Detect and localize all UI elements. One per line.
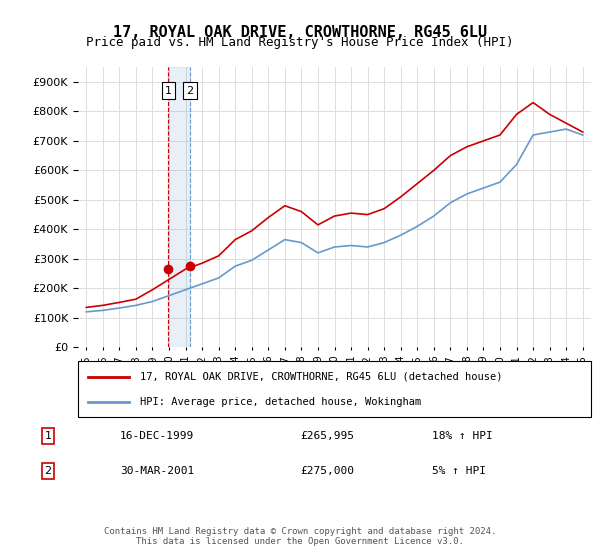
Text: £275,000: £275,000: [300, 466, 354, 476]
FancyBboxPatch shape: [78, 361, 591, 417]
Text: HPI: Average price, detached house, Wokingham: HPI: Average price, detached house, Woki…: [140, 396, 421, 407]
Text: Contains HM Land Registry data © Crown copyright and database right 2024.
This d: Contains HM Land Registry data © Crown c…: [104, 526, 496, 546]
Text: £265,995: £265,995: [300, 431, 354, 441]
Text: 1: 1: [44, 431, 52, 441]
Text: 30-MAR-2001: 30-MAR-2001: [120, 466, 194, 476]
Text: 2: 2: [44, 466, 52, 476]
Bar: [169, 67, 190, 347]
Text: 17, ROYAL OAK DRIVE, CROWTHORNE, RG45 6LU (detached house): 17, ROYAL OAK DRIVE, CROWTHORNE, RG45 6L…: [140, 372, 502, 382]
Text: 18% ↑ HPI: 18% ↑ HPI: [432, 431, 493, 441]
Text: 17, ROYAL OAK DRIVE, CROWTHORNE, RG45 6LU: 17, ROYAL OAK DRIVE, CROWTHORNE, RG45 6L…: [113, 25, 487, 40]
Text: Price paid vs. HM Land Registry's House Price Index (HPI): Price paid vs. HM Land Registry's House …: [86, 36, 514, 49]
Text: 2: 2: [186, 86, 193, 96]
Text: 1: 1: [165, 86, 172, 96]
Text: 5% ↑ HPI: 5% ↑ HPI: [432, 466, 486, 476]
Text: 16-DEC-1999: 16-DEC-1999: [120, 431, 194, 441]
